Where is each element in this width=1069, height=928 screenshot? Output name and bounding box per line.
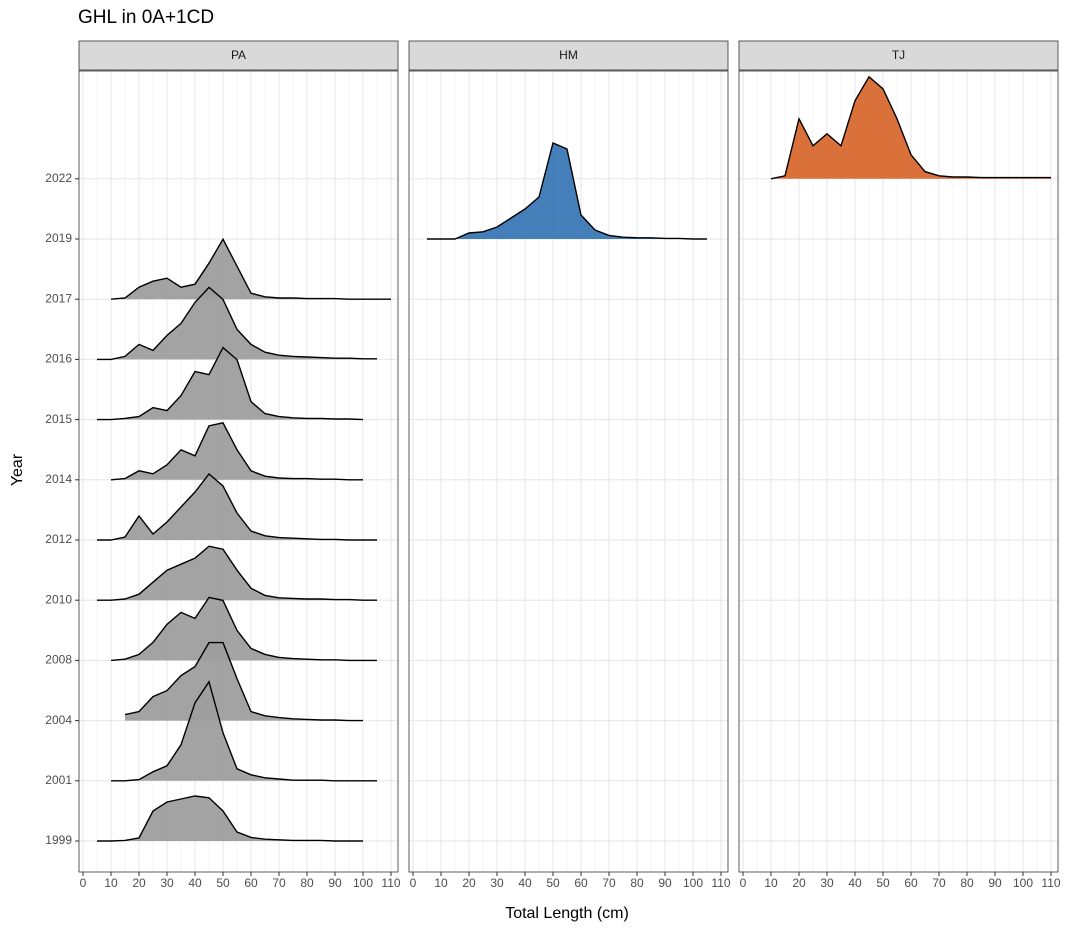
x-tick-label: 110 [1041, 876, 1060, 890]
x-tick-label: 50 [216, 876, 230, 890]
y-tick-label: 2012 [45, 532, 72, 546]
ridge-area [97, 287, 377, 360]
x-tick-label: 20 [462, 876, 476, 890]
x-tick-label: 110 [711, 876, 730, 890]
ridge-line [427, 142, 707, 240]
x-tick-label: 10 [764, 876, 778, 890]
y-axis-title: Year [9, 453, 26, 486]
ridge-line [770, 75, 1051, 180]
ridge-area [111, 239, 391, 300]
panel-background [739, 71, 1058, 872]
x-tick-label: 100 [1013, 876, 1033, 890]
ridge-line [97, 545, 377, 601]
y-tick-label: 2001 [45, 773, 72, 787]
x-tick-label: 10 [434, 876, 448, 890]
chart-title: GHL in 0A+1CD [78, 7, 214, 28]
x-tick-label: 60 [244, 876, 258, 890]
ridge-area [111, 422, 363, 480]
strip-background [408, 40, 729, 71]
x-tick-label: 60 [904, 876, 918, 890]
panel-border [408, 70, 729, 873]
x-tick-label: 90 [988, 876, 1002, 890]
x-tick-label: 50 [546, 876, 560, 890]
x-tick-label: 20 [792, 876, 806, 890]
x-tick-label: 40 [518, 876, 532, 890]
ridge-area [427, 143, 707, 239]
ridge-area [97, 474, 377, 540]
ridge-area [125, 642, 363, 721]
x-tick-label: 90 [328, 876, 342, 890]
x-tick-label: 50 [876, 876, 890, 890]
y-tick-label: 1999 [45, 833, 72, 847]
x-tick-label: 90 [658, 876, 672, 890]
ridge-line [97, 286, 377, 361]
ridge-area [97, 796, 363, 841]
y-tick-label: 2004 [45, 713, 72, 727]
strip-label: PA [231, 48, 246, 62]
x-tick-label: 70 [602, 876, 616, 890]
ridge-line [97, 472, 377, 541]
x-tick-label: 70 [932, 876, 946, 890]
ridge-line [110, 422, 363, 481]
x-tick-label: 0 [740, 876, 747, 890]
x-tick-label: 40 [848, 876, 862, 890]
ridge-area [111, 681, 377, 781]
ridge-line [124, 641, 363, 722]
ridge-area [771, 76, 1051, 179]
x-tick-label: 70 [272, 876, 286, 890]
strip-label: TJ [892, 48, 905, 62]
y-tick-label: 2016 [45, 352, 72, 366]
strip-label: HM [559, 48, 578, 62]
x-tick-label: 0 [410, 876, 417, 890]
x-tick-label: 30 [160, 876, 174, 890]
x-tick-label: 80 [960, 876, 974, 890]
ridge-line [110, 237, 391, 300]
x-tick-label: 0 [80, 876, 87, 890]
y-tick-label: 2010 [45, 592, 72, 606]
x-tick-label: 60 [574, 876, 588, 890]
y-tick-label: 2019 [45, 231, 72, 245]
x-axis-title: Total Length (cm) [505, 905, 629, 922]
x-tick-label: 10 [104, 876, 118, 890]
ridge-line [110, 596, 377, 662]
x-tick-label: 80 [300, 876, 314, 890]
strip-background [738, 40, 1059, 71]
y-tick-label: 2022 [45, 171, 72, 185]
ridge-area [97, 347, 363, 420]
y-tick-label: 2017 [45, 291, 72, 305]
panel-border [738, 70, 1059, 873]
ridge-area [97, 546, 377, 601]
ridge-area [111, 597, 377, 661]
ridge-line [97, 346, 364, 421]
x-tick-label: 20 [132, 876, 146, 890]
strip-background [78, 40, 399, 71]
y-tick-label: 2015 [45, 412, 72, 426]
x-tick-label: 110 [381, 876, 400, 890]
y-tick-label: 2014 [45, 472, 72, 486]
panel-border [78, 70, 399, 873]
x-tick-label: 100 [683, 876, 703, 890]
x-tick-label: 80 [630, 876, 644, 890]
ridge-line [111, 680, 377, 782]
x-tick-label: 30 [820, 876, 834, 890]
y-tick-label: 2008 [45, 653, 72, 667]
x-tick-label: 100 [353, 876, 373, 890]
ridge-line [97, 795, 363, 842]
x-tick-label: 30 [490, 876, 504, 890]
x-tick-label: 40 [188, 876, 202, 890]
